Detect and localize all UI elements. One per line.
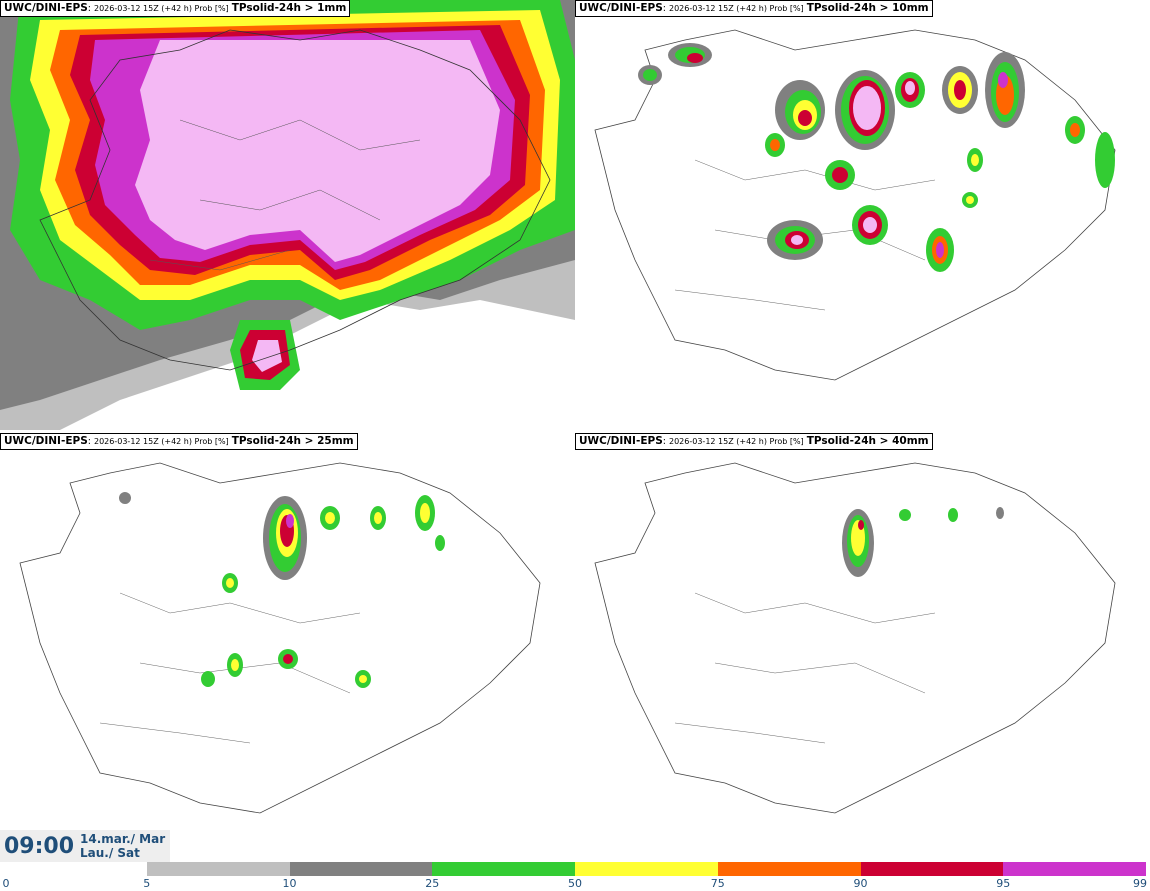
colorbar-tick-label: 99	[1133, 877, 1147, 890]
panel-title: UWC/DINI-EPS: 2026-03-12 15Z (+42 h) Pro…	[0, 433, 358, 450]
run-info: 2026-03-12 15Z (+42 h) Prob [%]	[669, 4, 804, 13]
valid-date-line2: Lau./ Sat	[80, 846, 140, 860]
colorbar-tick-label: 5	[143, 877, 151, 890]
colorbar-tick-label: 10	[282, 877, 297, 890]
model-name: UWC/DINI-EPS	[579, 435, 663, 447]
valid-time-box: 09:00 14.mar./ Mar Lau./ Sat	[0, 830, 170, 862]
colorbar-tick-label: 90	[853, 877, 868, 890]
colorbar-segment	[860, 862, 1004, 876]
parameter-name: TPsolid-24h > 25mm	[231, 435, 354, 447]
valid-time: 09:00	[4, 834, 75, 859]
precip-cells	[119, 492, 445, 688]
map-panel-10mm: UWC/DINI-EPS: 2026-03-12 15Z (+42 h) Pro…	[575, 0, 1150, 430]
map-panel-40mm: UWC/DINI-EPS: 2026-03-12 15Z (+42 h) Pro…	[575, 433, 1150, 863]
colorbar-tick-label: 95	[996, 877, 1011, 890]
colorbar-segment	[575, 862, 718, 876]
probability-map-40mm	[575, 433, 1150, 863]
colorbar-tick-label: 75	[710, 877, 725, 890]
colorbar-segment	[1003, 862, 1146, 876]
run-info: 2026-03-12 15Z (+42 h) Prob [%]	[94, 4, 229, 13]
parameter-name: TPsolid-24h > 1mm	[231, 2, 347, 14]
colorbar-tick-label: 25	[425, 877, 440, 890]
map-panel-25mm: UWC/DINI-EPS: 2026-03-12 15Z (+42 h) Pro…	[0, 433, 575, 863]
model-name: UWC/DINI-EPS	[4, 435, 88, 447]
valid-date-line1: 14.mar./ Mar	[80, 832, 166, 846]
panel-title: UWC/DINI-EPS: 2026-03-12 15Z (+42 h) Pro…	[575, 433, 933, 450]
colorbar-segment	[432, 862, 575, 876]
colorbar-segment	[4, 862, 147, 876]
colorbar-tick-label: 50	[568, 877, 582, 890]
precip-cells	[638, 43, 1115, 272]
parameter-name: TPsolid-24h > 40mm	[806, 435, 929, 447]
colorbar-segment	[289, 862, 433, 876]
model-name: UWC/DINI-EPS	[4, 2, 88, 14]
probability-map-25mm	[0, 433, 575, 863]
run-info: 2026-03-12 15Z (+42 h) Prob [%]	[94, 437, 229, 446]
model-name: UWC/DINI-EPS	[579, 2, 663, 14]
parameter-name: TPsolid-24h > 10mm	[806, 2, 929, 14]
probability-colorbar: 0 5 10 25 50 75 90 95 99	[0, 862, 1150, 891]
colorbar-tick-label: 0	[2, 877, 10, 890]
run-info: 2026-03-12 15Z (+42 h) Prob [%]	[669, 437, 804, 446]
precip-cells	[842, 507, 1004, 577]
panel-title: UWC/DINI-EPS: 2026-03-12 15Z (+42 h) Pro…	[575, 0, 933, 17]
map-panel-1mm: UWC/DINI-EPS: 2026-03-12 15Z (+42 h) Pro…	[0, 0, 575, 430]
colorbar-segment	[146, 862, 290, 876]
panel-title: UWC/DINI-EPS: 2026-03-12 15Z (+42 h) Pro…	[0, 0, 351, 17]
colorbar-segment	[717, 862, 861, 876]
probability-map-10mm	[575, 0, 1150, 430]
probability-map-1mm	[0, 0, 575, 430]
